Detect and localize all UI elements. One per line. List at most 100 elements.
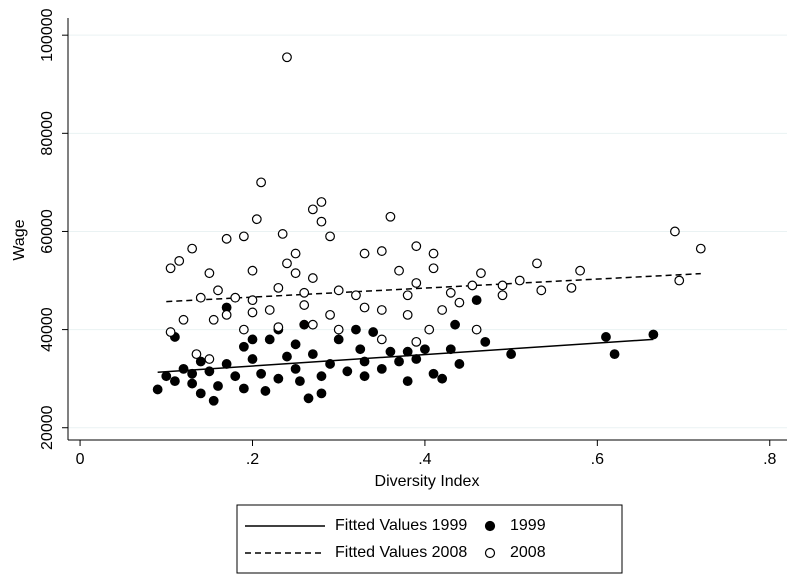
point [247, 354, 258, 364]
point [351, 324, 361, 335]
point [195, 356, 206, 367]
point [428, 368, 439, 379]
point [260, 386, 271, 396]
point [609, 349, 620, 360]
point [674, 275, 685, 286]
point [536, 285, 547, 296]
point [295, 376, 305, 387]
point [394, 356, 404, 367]
point [467, 280, 478, 291]
y-tick-label: 100000 [39, 8, 56, 61]
point [307, 349, 318, 360]
legend-swatch [484, 520, 496, 532]
point [187, 378, 198, 389]
point [256, 177, 267, 188]
legend-label: 1999 [510, 517, 546, 534]
point [290, 339, 301, 350]
point [290, 248, 301, 259]
point [247, 334, 258, 345]
point [480, 336, 491, 347]
point [282, 52, 292, 63]
point [238, 324, 249, 335]
point [402, 376, 413, 387]
point [187, 243, 198, 254]
x-tick-label: .8 [763, 451, 776, 468]
point [497, 280, 508, 291]
point [333, 285, 344, 296]
point [307, 204, 318, 215]
point [359, 302, 370, 313]
x-tick-label: .2 [246, 451, 259, 468]
x-tick-label: .4 [418, 451, 431, 468]
point [178, 363, 189, 374]
legend-box [236, 504, 623, 574]
y-axis-title: Wage [11, 219, 28, 260]
point [282, 258, 292, 269]
point [325, 231, 335, 242]
point [208, 395, 219, 406]
point [411, 241, 422, 252]
point [445, 344, 456, 355]
point [165, 327, 176, 337]
point [307, 319, 318, 330]
point [316, 371, 327, 382]
point [402, 290, 413, 301]
point [471, 295, 482, 306]
point [230, 371, 241, 382]
point [256, 368, 267, 379]
point [428, 263, 439, 274]
legend-swatch [484, 547, 496, 559]
point [376, 363, 387, 374]
point [351, 290, 361, 301]
point [221, 233, 232, 244]
point [238, 383, 249, 394]
point [299, 287, 310, 298]
point [174, 255, 185, 266]
point [411, 278, 422, 288]
point [221, 359, 232, 369]
point [165, 263, 176, 274]
point [333, 324, 344, 335]
point [575, 265, 585, 276]
point [316, 388, 327, 399]
point [325, 309, 335, 320]
point [264, 305, 275, 315]
x-tick-label: .6 [591, 451, 604, 468]
point [359, 371, 370, 382]
point [208, 314, 219, 325]
point [648, 329, 659, 340]
point [376, 334, 387, 345]
point [471, 324, 482, 335]
point [273, 282, 284, 293]
point [695, 243, 706, 254]
point [402, 309, 413, 320]
point [178, 314, 189, 325]
point [277, 229, 288, 239]
point [213, 381, 223, 391]
legend-label: Fitted Values 2008 [335, 544, 467, 561]
point [532, 258, 542, 269]
point [376, 246, 387, 256]
point [325, 359, 335, 369]
point [420, 344, 430, 355]
point [247, 307, 258, 318]
point [316, 216, 327, 227]
point [299, 319, 310, 330]
point [299, 300, 310, 310]
point [221, 309, 232, 320]
point [355, 344, 366, 355]
point [170, 376, 180, 387]
point [445, 287, 456, 298]
point [411, 336, 422, 347]
point [247, 265, 258, 276]
point [566, 282, 577, 293]
point [385, 346, 396, 357]
point [506, 349, 517, 360]
legend-label: Fitted Values 1999 [335, 517, 467, 534]
point [670, 226, 680, 237]
point [359, 356, 370, 367]
point [238, 231, 249, 242]
point [290, 363, 301, 374]
point [359, 248, 370, 259]
